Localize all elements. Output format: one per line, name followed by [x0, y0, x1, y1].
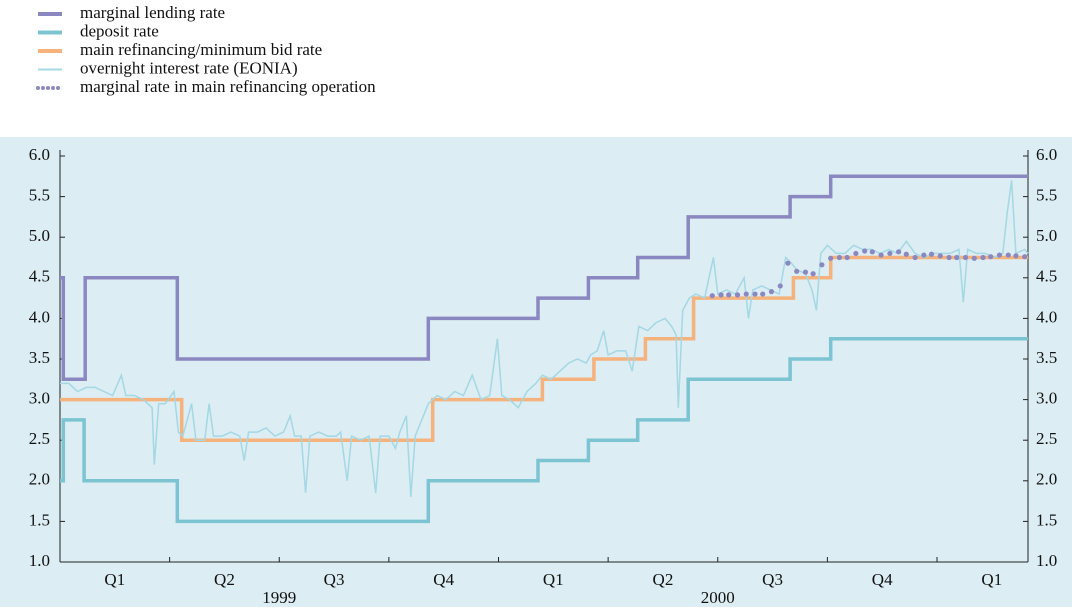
dot [743, 291, 749, 297]
step-line [60, 336, 1028, 524]
dot [887, 250, 893, 257]
x-tick-label: Q1 [543, 570, 564, 589]
year-label: 2000 [701, 588, 735, 607]
dot [1005, 252, 1011, 258]
dot [996, 252, 1003, 258]
y-tick-label: 5.5 [29, 186, 50, 205]
dot [878, 252, 884, 258]
dot [954, 254, 960, 261]
dot [962, 254, 969, 261]
step-line [60, 174, 1028, 382]
dot [988, 254, 994, 260]
dot [752, 291, 758, 297]
x-tick-label: Q2 [214, 570, 235, 589]
y2-tick-label: 1.0 [1036, 551, 1057, 570]
legend-label: marginal rate in main refinancing operat… [80, 77, 376, 96]
dot [794, 268, 800, 274]
x-tick-label: Q4 [872, 570, 893, 589]
dot [844, 254, 850, 261]
x-tick-label: Q1 [981, 570, 1002, 589]
dot [718, 292, 724, 298]
y2-tick-label: 6.0 [1036, 145, 1057, 164]
dot [869, 249, 875, 255]
dot [802, 269, 809, 275]
y-tick-label: 3.0 [29, 389, 50, 408]
dot [760, 291, 766, 297]
y2-tick-label: 2.5 [1036, 429, 1057, 448]
dot [862, 248, 868, 254]
dot [896, 249, 902, 255]
x-tick-label: Q1 [104, 570, 125, 589]
year-label: 1999 [262, 588, 296, 607]
plot-background [0, 137, 1072, 607]
y2-tick-label: 3.5 [1036, 348, 1057, 367]
dot [1022, 254, 1028, 260]
x-tick-label: Q4 [433, 570, 454, 589]
y2-tick-label: 4.5 [1036, 267, 1057, 286]
dot [777, 283, 783, 289]
dot [785, 260, 791, 266]
legend-label: main refinancing/minimum bid rate [80, 40, 322, 59]
dot [810, 271, 816, 277]
y-tick-label: 5.0 [29, 226, 50, 245]
legend-label: deposit rate [80, 21, 159, 40]
x-tick-label: Q2 [653, 570, 674, 589]
dot [768, 289, 775, 295]
y2-tick-label: 2.0 [1036, 470, 1057, 489]
y2-tick-label: 4.0 [1036, 307, 1057, 326]
dot [946, 254, 952, 261]
line [60, 180, 1029, 498]
y-tick-label: 4.5 [29, 267, 50, 286]
dot [903, 251, 909, 257]
y-tick-label: 1.5 [29, 510, 50, 529]
dot [836, 254, 843, 261]
dot [1013, 253, 1019, 259]
y-tick-label: 2.0 [29, 470, 50, 489]
y-tick-label: 6.0 [29, 145, 50, 164]
y-tick-label: 3.5 [29, 348, 50, 367]
legend-label: overnight interest rate (EONIA) [80, 58, 298, 77]
dot [937, 253, 943, 259]
dot [734, 292, 741, 298]
dot [971, 255, 977, 261]
dot [709, 293, 715, 299]
legend-label: marginal lending rate [80, 3, 225, 22]
dot [928, 251, 935, 257]
dot [828, 255, 834, 261]
dot [921, 252, 927, 258]
y2-tick-label: 5.0 [1036, 226, 1057, 245]
dot [912, 254, 918, 261]
y2-tick-label: 1.5 [1036, 510, 1057, 529]
y2-tick-label: 5.5 [1036, 186, 1057, 205]
y-tick-label: 2.5 [29, 429, 50, 448]
dot [853, 250, 859, 257]
x-tick-label: Q3 [324, 570, 345, 589]
y-tick-label: 4.0 [29, 307, 50, 326]
dot [980, 254, 986, 261]
x-tick-label: Q3 [762, 570, 783, 589]
dot [819, 262, 825, 268]
dot [726, 292, 732, 298]
y-tick-label: 1.0 [29, 551, 50, 570]
y2-tick-label: 3.0 [1036, 389, 1057, 408]
